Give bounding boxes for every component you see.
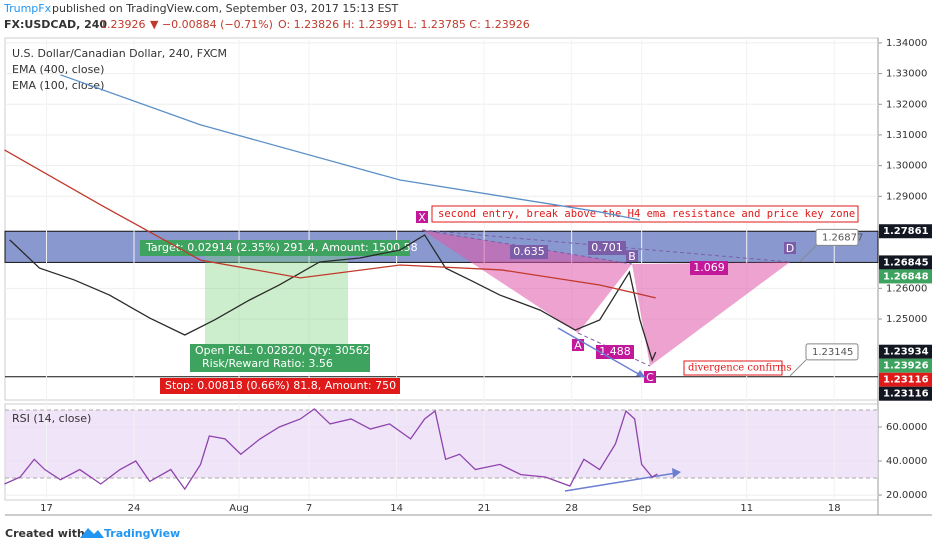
- price-label: 1.23926: [883, 361, 929, 372]
- x-tick-label: Aug: [229, 503, 249, 514]
- rsi-title: RSI (14, close): [12, 412, 91, 425]
- callout: 1.26877: [822, 232, 863, 243]
- y-tick-label: 1.33000: [886, 69, 927, 80]
- callout-box: [815, 228, 859, 246]
- arrow-head: [636, 370, 646, 378]
- pattern-bcd: [632, 262, 790, 366]
- ratio-bg: [690, 261, 728, 275]
- footer-brand[interactable]: TradingView: [104, 527, 180, 540]
- pattern-xab: [422, 230, 632, 333]
- point-c-bg: [644, 371, 656, 383]
- point-b-bg: [626, 250, 638, 262]
- y-tick-label: 1.26000: [886, 283, 927, 294]
- annotation: divergence confirms: [688, 363, 792, 374]
- callout-box: [805, 343, 859, 361]
- x-tick-label: 28: [565, 503, 578, 514]
- chart-title: U.S. Dollar/Canadian Dollar, 240, FXCM: [12, 47, 227, 60]
- x-tick-label: 17: [40, 503, 53, 514]
- x-tick-label: 18: [828, 503, 841, 514]
- ratio: 0.701: [591, 241, 623, 254]
- price-label: 1.23934: [883, 347, 929, 358]
- series-line: [9, 234, 657, 362]
- legend-ema400: EMA (400, close): [12, 63, 104, 76]
- divergence-arrow: [557, 327, 643, 377]
- arrow-head: [672, 468, 681, 478]
- point-c: C: [646, 371, 654, 384]
- price-label: 1.26845: [883, 257, 929, 268]
- y-tick-label: 1.25000: [886, 314, 927, 325]
- price-label: 1.26848: [883, 271, 929, 282]
- y-tick-label: 60.0000: [886, 422, 927, 433]
- ohlc: O: 1.23826 H: 1.23991 L: 1.23785 C: 1.23…: [278, 18, 530, 31]
- divergence-arrow: [564, 472, 677, 492]
- stop-label: Stop: 0.00818 (0.66%) 81.8, Amount: 750: [165, 379, 396, 392]
- callout: 1.23145: [812, 347, 853, 358]
- callout-line: [799, 245, 817, 262]
- open-label: Open P&L: 0.02820, Qty: 30562: [195, 344, 370, 357]
- price-label: 1.23116: [883, 389, 929, 400]
- ratio: 1.488: [599, 345, 631, 358]
- footer-created: Created with: [5, 527, 85, 540]
- change: ▼ −0.00884 (−0.71%): [150, 18, 273, 31]
- price-label-bg: [879, 224, 932, 239]
- point-a: A: [574, 339, 582, 352]
- annotation-box: [431, 205, 859, 223]
- series-line: [4, 408, 658, 491]
- y-tick-label: 40.0000: [886, 456, 927, 467]
- open-label-bg: [190, 344, 370, 372]
- series-line: [60, 74, 641, 221]
- point-x-bg: [416, 211, 428, 223]
- x-tick-label: Sep: [632, 503, 651, 514]
- x-tick-label: 21: [478, 503, 491, 514]
- pattern-ac: [577, 332, 651, 367]
- x-tick-label: 11: [740, 503, 753, 514]
- x-tick-label: 7: [306, 503, 312, 514]
- author[interactable]: TrumpFx: [3, 2, 52, 15]
- point-x: X: [418, 211, 426, 224]
- price-label-bg: [879, 358, 932, 373]
- point-d: D: [786, 242, 794, 255]
- x-tick-label: 24: [128, 503, 141, 514]
- point-b: B: [628, 250, 636, 263]
- y-tick-label: 20.0000: [886, 490, 927, 501]
- price-label-bg: [879, 372, 932, 387]
- price-label: 1.23116: [883, 375, 929, 386]
- logo: [80, 528, 104, 538]
- last-price: 1.23926: [100, 18, 146, 31]
- y-tick-label: 1.34000: [886, 38, 927, 49]
- ratio: 0.635: [513, 245, 545, 258]
- ratio-label: Risk/Reward Ratio: 3.56: [202, 357, 333, 370]
- ratio: 1.069: [693, 261, 725, 274]
- point-d-bg: [784, 242, 796, 254]
- price-label-bg: [879, 344, 932, 359]
- target-label: Target: 0.02914 (2.35%) 291.4, Amount: 1…: [145, 241, 418, 254]
- price-label-bg: [879, 255, 932, 270]
- y-tick-label: 1.31000: [886, 130, 927, 141]
- ratio-bg: [510, 245, 548, 259]
- rsi-band: [5, 409, 878, 479]
- price-label-bg: [879, 269, 932, 284]
- y-tick-label: 1.32000: [886, 99, 927, 110]
- stop-label-bg: [160, 378, 400, 394]
- ratio-bg: [588, 241, 626, 255]
- price-label: 1.27861: [883, 226, 929, 237]
- symbol: FX:USDCAD, 240: [4, 18, 107, 31]
- annotation: second entry, break above the H4 ema res…: [438, 208, 855, 220]
- y-tick-label: 1.30000: [886, 161, 927, 172]
- callout-line: [789, 359, 807, 377]
- series-line: [4, 149, 656, 299]
- annotation-box: [683, 360, 783, 376]
- target-label-bg: [140, 240, 410, 256]
- y-tick-label: 1.29000: [886, 191, 927, 202]
- published: published on TradingView.com, September …: [52, 2, 399, 15]
- price-label-bg: [879, 386, 932, 401]
- target-zone: [205, 247, 348, 349]
- x-tick-label: 14: [390, 503, 403, 514]
